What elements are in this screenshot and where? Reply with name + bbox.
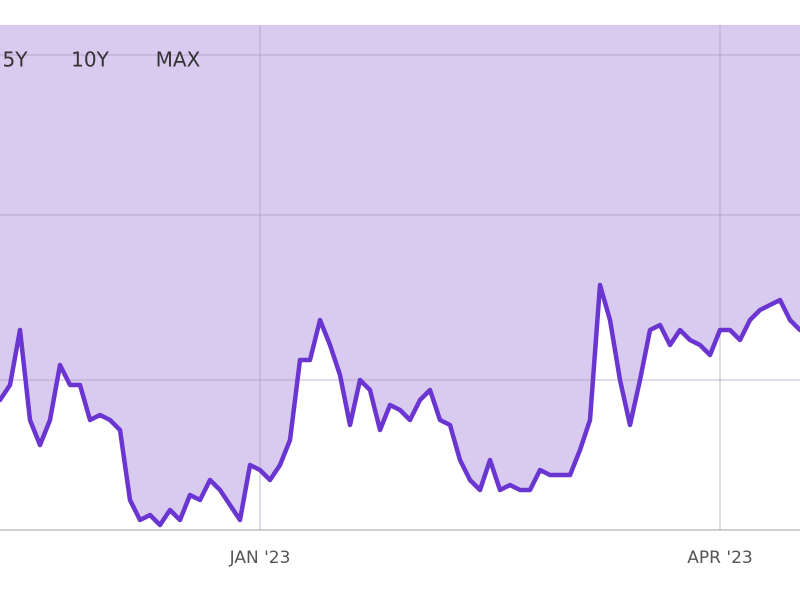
range-button[interactable]: 10Y xyxy=(71,48,109,72)
x-tick-label: JAN '23 xyxy=(229,548,291,568)
text-layer: 5Y 10Y MAX JAN '23 APR '23 xyxy=(3,48,753,569)
line xyxy=(0,282,800,528)
area xyxy=(0,25,800,525)
range-button[interactable]: 5Y xyxy=(3,48,29,72)
grid-layer xyxy=(0,25,800,531)
range-button[interactable]: MAX xyxy=(156,48,201,72)
x-tick-label: APR '23 xyxy=(687,548,752,568)
line-layer xyxy=(0,282,800,528)
fill-layer xyxy=(0,25,800,525)
